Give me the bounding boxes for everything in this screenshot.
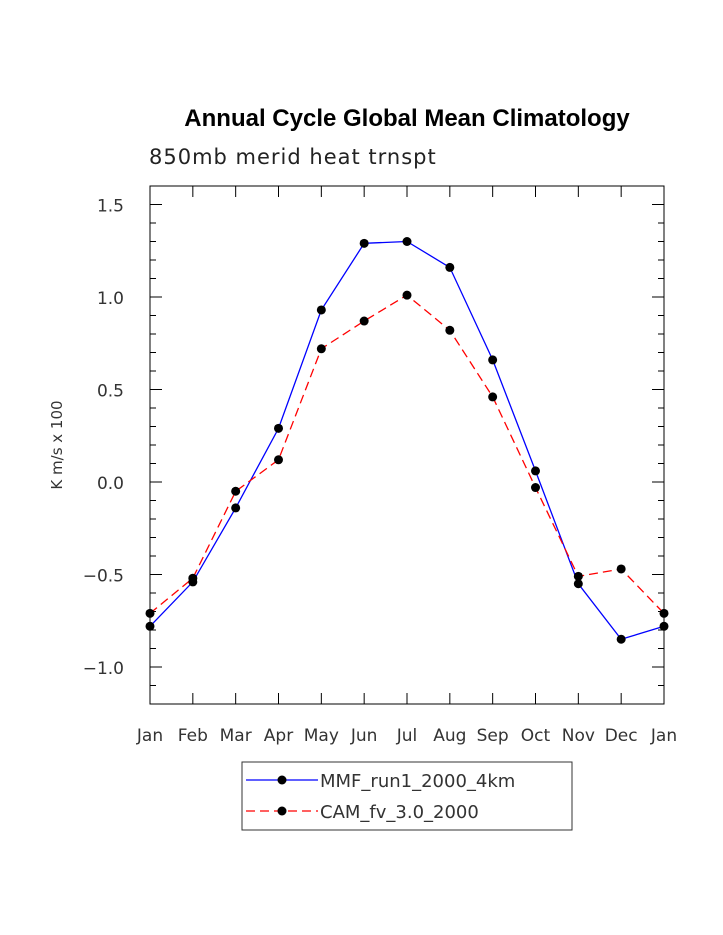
x-tick-label: Apr [264, 726, 293, 746]
y-tick-label: −0.5 [83, 567, 124, 587]
x-tick-labels: Jan Feb Mar Apr May Jun Jul Aug Sep Oct Nov Dec Jan [136, 726, 677, 746]
x-tick-label: Aug [433, 726, 466, 746]
data-point-series-1 [188, 573, 198, 583]
data-point-series-0 [445, 262, 455, 272]
plot-frame [149, 185, 665, 705]
legend-entries: MMF_run1_2000_4km CAM_fv_3.0_2000 [246, 771, 515, 823]
data-point-series-0 [231, 503, 241, 513]
y-axis-label: K m/s x 100 [48, 400, 66, 489]
y-tick-label: 0.0 [97, 474, 124, 494]
data-point-series-0 [316, 305, 326, 315]
chart-title: Annual Cycle Global Mean Climatology [184, 105, 630, 132]
data-point-series-0 [145, 621, 155, 631]
data-point-series-0 [359, 238, 369, 248]
chart-subtitle: 850mb merid heat trnspt [149, 145, 437, 169]
y-tick-label: 1.5 [97, 197, 124, 217]
axis-ticks [149, 185, 665, 705]
x-tick-label: Feb [178, 726, 208, 746]
x-tick-label: Jun [350, 726, 378, 746]
series-line-0 [149, 240, 665, 641]
legend: MMF_run1_2000_4km CAM_fv_3.0_2000 [241, 761, 573, 831]
data-point-series-0 [402, 237, 412, 246]
data-point-series-1 [145, 608, 155, 618]
data-point-series-1 [531, 483, 540, 493]
y-tick-label: 1.0 [97, 289, 124, 309]
x-tick-label: Dec [605, 726, 638, 746]
legend-box [241, 761, 573, 831]
x-tick-label: Jul [396, 726, 418, 746]
data-point-series-1 [445, 325, 455, 335]
data-point-series-1 [274, 455, 283, 465]
data-point-series-0 [573, 579, 583, 589]
data-point-series-1 [659, 608, 669, 618]
x-tick-label: Nov [562, 726, 595, 746]
data-point-series-0 [616, 634, 626, 644]
data-point-series-1 [488, 392, 498, 402]
data-point-series-0 [531, 466, 540, 476]
data-point-series-1 [573, 571, 583, 581]
y-tick-labels: −1.0 −0.5 0.0 0.5 1.0 1.5 [83, 197, 124, 680]
legend-marker-0 [277, 775, 287, 785]
legend-label-1: CAM_fv_3.0_2000 [320, 802, 479, 823]
legend-marker-1 [277, 806, 287, 816]
data-point-series-1 [316, 344, 326, 354]
x-tick-label: Jan [136, 726, 163, 746]
y-tick-label: 0.5 [97, 382, 124, 402]
data-point-series-0 [659, 621, 669, 631]
y-tick-label: −1.0 [83, 659, 124, 679]
data-point-series-1 [616, 564, 626, 574]
x-tick-label: May [304, 726, 339, 746]
x-tick-label: Sep [477, 726, 509, 746]
data-point-series-1 [402, 290, 412, 300]
x-tick-label: Oct [521, 726, 551, 746]
data-point-series-1 [231, 486, 241, 496]
data-point-series-0 [274, 423, 283, 433]
data-point-series-1 [359, 316, 369, 326]
x-tick-label: Mar [220, 726, 252, 746]
legend-label-0: MMF_run1_2000_4km [320, 771, 515, 792]
series-lines [145, 237, 669, 644]
x-tick-label: Jan [650, 726, 677, 746]
data-point-series-0 [488, 355, 498, 365]
series-line-1 [149, 294, 665, 614]
